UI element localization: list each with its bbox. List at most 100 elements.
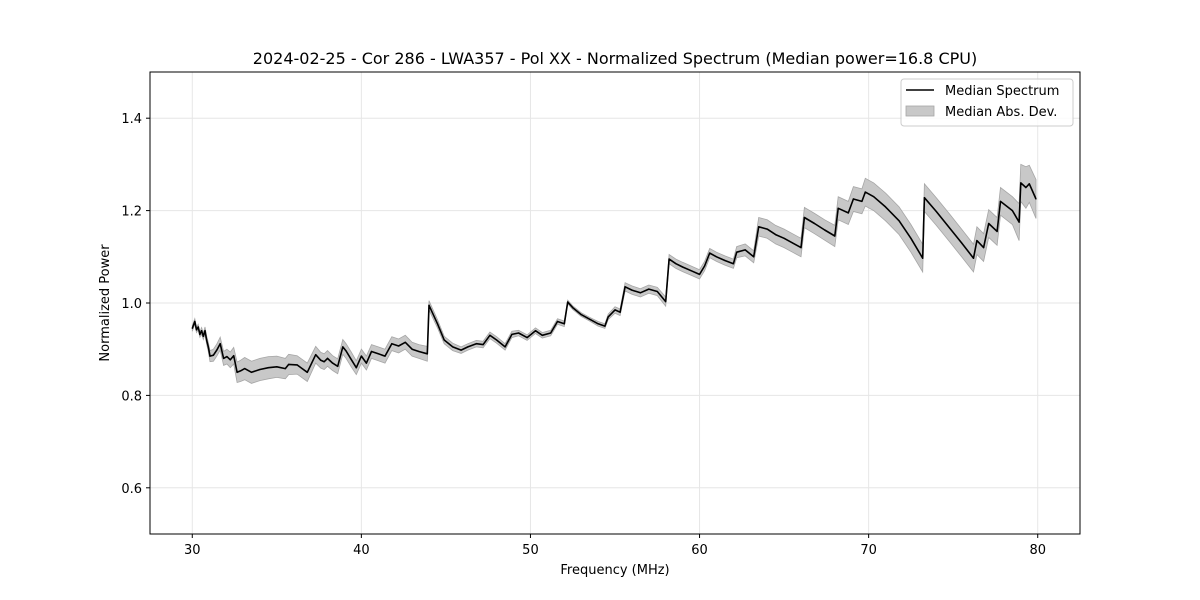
median-spectrum-point <box>766 228 768 230</box>
median-spectrum-point <box>864 191 866 193</box>
median-spectrum-point <box>556 320 559 323</box>
median-spectrum-point <box>999 200 1002 202</box>
median-spectrum-point <box>709 252 711 254</box>
median-spectrum-point <box>301 368 303 370</box>
median-spectrum-point <box>775 234 777 236</box>
median-spectrum-point <box>320 359 322 361</box>
median-spectrum-point <box>377 353 379 355</box>
median-spectrum-point <box>384 355 386 357</box>
median-spectrum-point <box>337 365 339 367</box>
median-spectrum-point <box>360 355 362 357</box>
median-spectrum-point <box>276 366 278 368</box>
median-spectrum-point <box>511 333 513 335</box>
median-spectrum-point <box>250 371 253 373</box>
median-spectrum-point <box>350 358 352 360</box>
median-spectrum-point <box>563 323 565 325</box>
median-spectrum-point <box>783 237 785 239</box>
median-spectrum-point <box>534 330 537 332</box>
legend-band-swatch <box>905 105 935 117</box>
median-spectrum-point <box>209 355 211 357</box>
median-spectrum-point <box>597 323 599 325</box>
median-spectrum-point <box>567 301 569 303</box>
median-spectrum-point <box>873 196 875 198</box>
median-spectrum-point <box>922 257 924 259</box>
median-spectrum-point <box>259 368 261 371</box>
median-spectrum-point <box>791 242 794 244</box>
median-spectrum-point <box>233 355 235 357</box>
median-spectrum-point <box>391 343 393 345</box>
median-spectrum-point <box>239 370 242 372</box>
median-spectrum-point <box>475 343 477 345</box>
median-spectrum-point <box>572 307 574 309</box>
median-spectrum-point <box>704 265 706 267</box>
median-spectrum-point <box>201 330 203 332</box>
median-spectrum-point <box>206 339 208 341</box>
x-axis-ticks: 30 40 50 60 70 80 <box>184 534 1046 558</box>
median-spectrum-point <box>604 325 606 327</box>
median-spectrum-line <box>191 182 1037 374</box>
median-spectrum-point <box>332 362 334 364</box>
median-spectrum-point <box>467 346 469 348</box>
median-spectrum-point <box>898 220 900 222</box>
y-tick-label: 0.6 <box>121 482 142 497</box>
median-spectrum-point <box>526 337 528 339</box>
legend-label-median-abs-dev: Median Abs. Dev. <box>945 105 1057 120</box>
y-tick-label: 1.0 <box>121 297 142 312</box>
median-spectrum-point <box>1025 186 1027 189</box>
median-spectrum-point <box>197 326 199 328</box>
x-tick-label: 50 <box>522 543 539 558</box>
legend-label-median-spectrum: Median Spectrum <box>945 84 1059 99</box>
x-tick-label: 80 <box>1029 543 1046 558</box>
y-axis-ticks: 0.6 0.8 1.0 1.2 1.4 <box>121 112 150 497</box>
x-tick-label: 60 <box>691 543 708 558</box>
median-spectrum-point <box>199 333 201 335</box>
median-spectrum-point <box>284 368 286 370</box>
median-spectrum-point <box>226 356 228 358</box>
median-spectrum-point <box>418 350 420 353</box>
median-spectrum-point <box>323 361 325 363</box>
median-spectrum-point <box>834 235 836 237</box>
median-spectrum-point <box>518 332 520 334</box>
median-spectrum-point <box>1011 210 1014 212</box>
median-spectrum-point <box>724 259 726 262</box>
median-spectrum-point <box>267 367 269 369</box>
median-spectrum-point <box>550 332 552 334</box>
x-tick-label: 70 <box>860 543 877 558</box>
median-spectrum-point <box>619 311 621 313</box>
median-spectrum-point <box>624 286 626 288</box>
median-spectrum-point <box>668 258 670 260</box>
median-spectrum-point <box>496 339 498 341</box>
median-spectrum-point <box>910 237 912 239</box>
median-spectrum-point <box>648 288 650 290</box>
median-spectrum-point <box>758 226 760 228</box>
median-spectrum-point <box>736 251 738 253</box>
median-spectrum-point <box>212 354 214 356</box>
median-spectrum-point <box>744 249 746 251</box>
median-spectrum-point <box>715 256 718 258</box>
median-spectrum-point <box>426 353 428 355</box>
median-spectrum-point <box>665 301 667 303</box>
median-spectrum-point <box>698 273 701 275</box>
median-spectrum-point <box>803 216 806 219</box>
median-spectrum-point <box>1028 183 1030 185</box>
median-spectrum-point <box>935 210 937 213</box>
median-spectrum-point <box>195 329 198 331</box>
median-spectrum-point <box>306 371 308 373</box>
x-axis-label: Frequency (MHz) <box>560 563 669 578</box>
median-spectrum-point <box>639 292 642 294</box>
median-spectrum-point <box>861 200 863 202</box>
y-tick-label: 1.2 <box>121 205 142 220</box>
median-spectrum-point <box>223 357 225 359</box>
median-spectrum-point <box>345 350 347 352</box>
median-spectrum-point <box>482 344 484 346</box>
median-spectrum-point <box>244 368 246 370</box>
y-tick-label: 0.8 <box>121 389 142 404</box>
median-spectrum-point <box>219 343 221 345</box>
median-spectrum-point <box>315 354 317 356</box>
median-spectrum-point <box>204 330 206 332</box>
median-spectrum-point <box>428 304 430 306</box>
median-spectrum-point <box>296 364 298 366</box>
median-spectrum-point <box>236 371 238 373</box>
median-spectrum-point <box>580 314 582 316</box>
median-spectrum-point <box>1018 221 1020 223</box>
